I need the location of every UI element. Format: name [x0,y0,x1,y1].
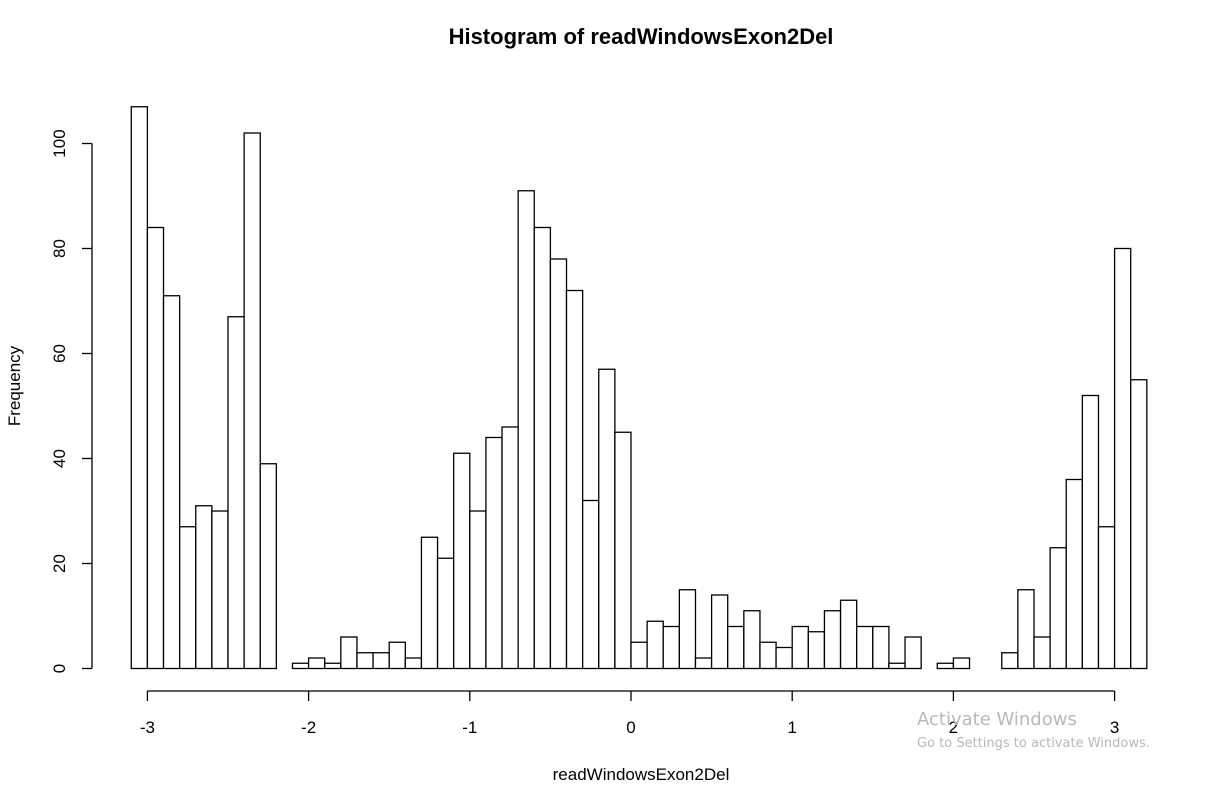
x-tick-label: -1 [462,718,477,737]
histogram-bar [710,594,729,670]
histogram-bar [598,368,616,670]
x-tick-label: -2 [301,718,316,737]
histogram-bar [1017,589,1035,670]
y-tick-label: 80 [50,239,69,258]
histogram-bar [839,599,858,670]
histogram-bar [1113,247,1132,670]
watermark-line1: Activate Windows [917,709,1077,730]
histogram-bar [227,316,245,670]
x-tick-label: 2 [949,718,958,737]
histogram-bar [420,536,439,670]
histogram-bar [888,662,906,670]
histogram-bar [807,631,826,670]
histogram-bar [581,499,600,670]
x-axis-label: readWindowsExon2Del [553,765,730,784]
histogram-bar [662,625,681,670]
histogram-bar [356,652,374,670]
x-axis: -3 -2 -1 0 1 2 3 [140,690,1119,737]
histogram-bar [1065,478,1084,670]
histogram-bar [1097,526,1116,670]
histogram-bar [178,526,197,670]
chart-title: Histogram of readWindowsExon2Del [449,24,834,49]
histogram-bar [1049,547,1067,670]
histogram-bar [259,463,278,670]
x-tick-label: 1 [787,718,796,737]
y-tick-label: 20 [50,554,69,573]
histogram-bar [759,641,777,670]
watermark-line2: Go to Settings to activate Windows. [917,736,1150,751]
histogram-bar [388,641,406,670]
histogram-bar [162,295,181,670]
histogram-bar [952,657,971,670]
histogram-bar [936,662,955,670]
y-axis: 0 20 40 60 80 100 [50,129,93,673]
y-tick-label: 60 [50,344,69,363]
bars-group [130,106,1148,670]
histogram-bar [324,662,342,670]
histogram-bar [775,646,793,670]
histogram-bar [1033,636,1051,670]
histogram-bar [517,190,535,670]
y-tick-label: 100 [50,129,69,157]
histogram-bar [694,657,713,670]
histogram-bar [1001,652,1019,670]
histogram-bar [211,510,229,670]
histogram-bar [146,226,165,670]
histogram-bar [856,625,874,670]
histogram-bar [565,289,584,670]
histogram-bar [549,258,568,670]
histogram-bar [307,657,326,670]
histogram-bar [743,610,761,670]
histogram-bar [195,505,213,670]
histogram-bar [243,132,261,670]
histogram-bar [533,226,552,670]
x-tick-label: 3 [1110,718,1119,737]
histogram-bar [469,510,487,670]
histogram-bar [727,625,745,670]
histogram-bar [872,625,890,670]
histogram-bar [678,589,697,670]
histogram-bar [1081,394,1100,670]
histogram-bar [291,662,310,670]
histogram-bar [823,610,842,670]
histogram-bar [646,620,664,670]
y-tick-label: 40 [50,449,69,468]
histogram-bar [1130,379,1148,670]
histogram-bar [904,636,922,670]
x-tick-label: -3 [140,718,155,737]
histogram-bar [630,641,648,670]
y-tick-label: 0 [50,664,69,673]
x-tick-label: 0 [626,718,635,737]
y-axis-label: Frequency [5,345,24,426]
histogram-bar [614,431,632,670]
histogram-bar [485,436,503,670]
histogram-bar [404,657,423,670]
histogram-bar [501,426,519,670]
histogram-bar [372,652,390,670]
histogram-bar [340,636,358,670]
histogram-bar [130,106,149,670]
histogram-bar [453,452,471,670]
histogram-bar [791,625,809,670]
histogram-bar [436,557,455,670]
